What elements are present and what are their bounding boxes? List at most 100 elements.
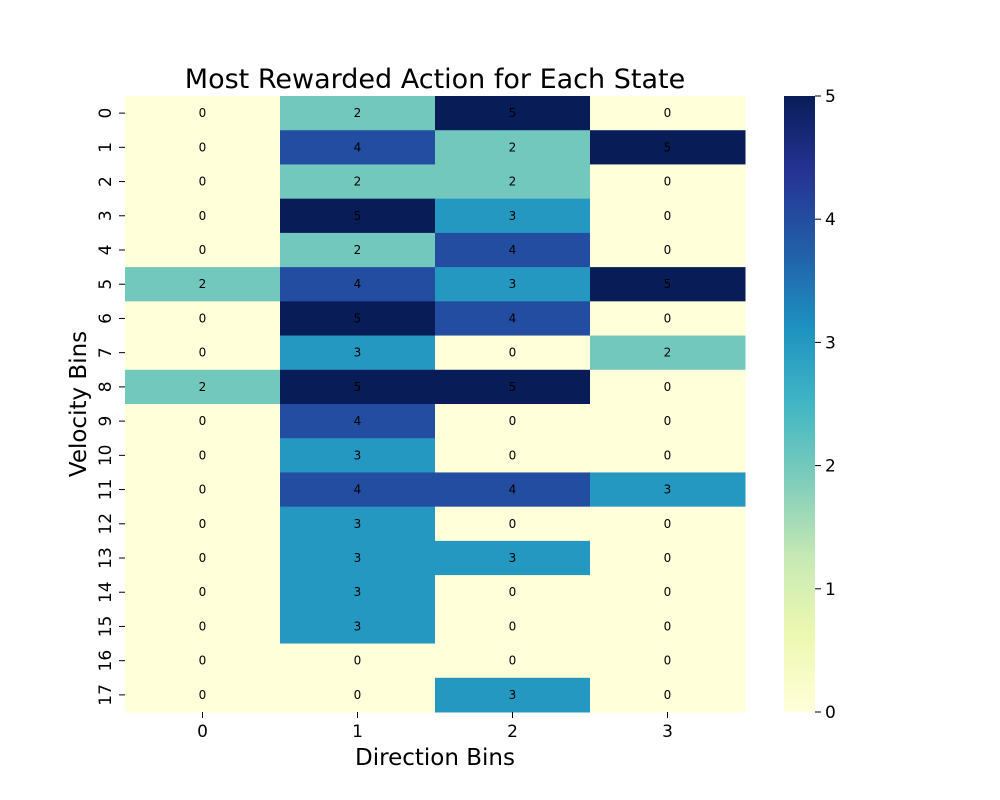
colorbar-tick-label: 2 xyxy=(825,457,836,477)
heatmap-cell xyxy=(280,609,436,645)
heatmap-cell xyxy=(590,575,746,610)
heatmap-cell xyxy=(435,369,591,405)
cell-value-label: 3 xyxy=(509,688,517,702)
cell-value-label: 5 xyxy=(664,140,672,154)
heatmap-cell xyxy=(125,404,281,439)
cell-value-label: 4 xyxy=(354,414,362,428)
y-tick-label: 10 xyxy=(96,445,116,467)
heatmap-cell xyxy=(280,404,436,439)
heatmap-cell xyxy=(435,164,591,200)
heatmap-cell xyxy=(590,130,746,165)
heatmap-cell xyxy=(280,267,436,302)
heatmap-cell xyxy=(125,369,281,405)
heatmap-cell xyxy=(125,575,281,610)
cell-value-label: 4 xyxy=(509,243,517,257)
y-tick-label: 0 xyxy=(96,108,116,119)
cell-value-label: 3 xyxy=(354,346,362,360)
heatmap-cell xyxy=(435,506,591,542)
heatmap-cell xyxy=(435,677,591,713)
cell-value-label: 0 xyxy=(199,106,207,120)
colorbar: 0 1 2 3 4 5 xyxy=(784,87,836,723)
heatmap-cell xyxy=(590,677,746,713)
cell-value-label: 5 xyxy=(354,380,362,394)
cell-value-label: 0 xyxy=(509,448,517,462)
heatmap-cell xyxy=(590,267,746,302)
cell-value-label: 0 xyxy=(664,380,672,394)
colorbar-tick-label: 5 xyxy=(825,87,836,107)
colorbar-tick-label: 0 xyxy=(825,703,836,723)
heatmap-cell xyxy=(125,130,281,165)
y-tick-label: 16 xyxy=(96,650,116,672)
cell-value-label: 0 xyxy=(199,243,207,257)
cell-value-label: 0 xyxy=(509,585,517,599)
heatmap-cell xyxy=(125,267,281,302)
cell-value-label: 0 xyxy=(354,688,362,702)
cell-value-label: 0 xyxy=(664,243,672,257)
x-tick-label: 0 xyxy=(197,722,208,742)
cell-value-label: 2 xyxy=(509,140,517,154)
heatmap-cell xyxy=(590,164,746,200)
cell-value-label: 5 xyxy=(354,209,362,223)
cell-value-label: 2 xyxy=(354,106,362,120)
heatmap-cell xyxy=(280,575,436,610)
colorbar-gradient xyxy=(784,96,815,712)
y-tick-label: 1 xyxy=(96,142,116,153)
cell-value-label: 0 xyxy=(509,517,517,531)
cell-value-label: 0 xyxy=(199,654,207,668)
heatmap-cell xyxy=(280,130,436,165)
heatmap-cell xyxy=(280,369,436,405)
cell-value-label: 3 xyxy=(354,551,362,565)
heatmap-cell xyxy=(125,677,281,713)
heatmap-cell xyxy=(125,438,281,473)
y-tick-label: 9 xyxy=(96,416,116,427)
heatmap-cell xyxy=(280,164,436,200)
heatmap-cell xyxy=(125,609,281,645)
y-tick-label: 11 xyxy=(96,479,116,501)
cell-value-label: 0 xyxy=(199,414,207,428)
heatmap-cell xyxy=(590,335,746,371)
heatmap-cell xyxy=(435,232,591,268)
heatmap-cell xyxy=(435,575,591,610)
cell-value-label: 0 xyxy=(199,140,207,154)
heatmap-cell xyxy=(125,301,281,337)
heatmap-cell xyxy=(590,506,746,542)
cell-value-label: 0 xyxy=(664,175,672,189)
heatmap-cell xyxy=(125,335,281,371)
cell-value-label: 4 xyxy=(354,140,362,154)
cell-value-label: 5 xyxy=(509,380,517,394)
x-axis-label: Direction Bins xyxy=(355,745,515,771)
cell-value-label: 0 xyxy=(664,311,672,325)
heatmap-cell xyxy=(280,198,436,234)
y-tick-label: 8 xyxy=(96,381,116,392)
heatmap-cell xyxy=(590,609,746,645)
cell-value-label: 0 xyxy=(664,654,672,668)
cell-value-label: 2 xyxy=(199,380,207,394)
heatmap-cell xyxy=(435,404,591,439)
heatmap-cell xyxy=(590,198,746,234)
cell-value-label: 0 xyxy=(664,551,672,565)
heatmap-cell xyxy=(280,301,436,337)
heatmap-cell xyxy=(435,130,591,165)
cell-value-label: 2 xyxy=(354,243,362,257)
heatmap-cell xyxy=(435,438,591,473)
heatmap-cell xyxy=(435,609,591,645)
heatmap-cell xyxy=(125,472,281,508)
cell-value-label: 3 xyxy=(509,277,517,291)
cell-value-label: 3 xyxy=(354,448,362,462)
cell-value-label: 5 xyxy=(664,277,672,291)
cell-value-label: 0 xyxy=(199,209,207,223)
colorbar-tick-label: 4 xyxy=(825,210,836,230)
heatmap-cell xyxy=(280,232,436,268)
heatmap-cell xyxy=(125,643,281,679)
x-tick-label: 2 xyxy=(507,722,518,742)
cell-value-label: 0 xyxy=(199,346,207,360)
cell-value-label: 0 xyxy=(354,654,362,668)
heatmap-cell xyxy=(435,472,591,508)
y-tick-label: 2 xyxy=(96,176,116,187)
heatmap-cell xyxy=(590,540,746,576)
cell-value-label: 0 xyxy=(199,517,207,531)
heatmap-cell xyxy=(590,96,746,131)
y-tick-label: 6 xyxy=(96,313,116,324)
